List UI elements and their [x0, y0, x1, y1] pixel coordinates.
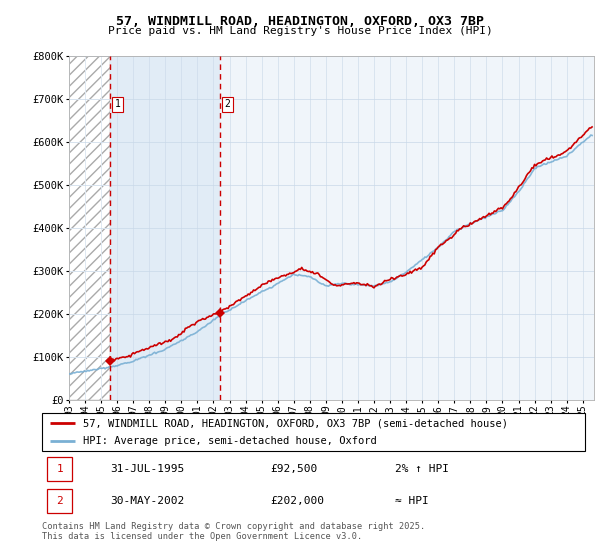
Bar — [47, 457, 72, 481]
Text: 2% ↑ HPI: 2% ↑ HPI — [395, 464, 449, 474]
Bar — [110, 56, 220, 400]
Text: ≈ HPI: ≈ HPI — [395, 496, 428, 506]
Text: 1: 1 — [56, 464, 63, 474]
Text: 30-MAY-2002: 30-MAY-2002 — [110, 496, 184, 506]
Bar — [220, 56, 594, 400]
Text: 31-JUL-1995: 31-JUL-1995 — [110, 464, 184, 474]
Bar — [47, 489, 72, 514]
Text: Price paid vs. HM Land Registry's House Price Index (HPI): Price paid vs. HM Land Registry's House … — [107, 26, 493, 36]
Text: 2: 2 — [56, 496, 63, 506]
Text: HPI: Average price, semi-detached house, Oxford: HPI: Average price, semi-detached house,… — [83, 436, 376, 446]
Bar — [69, 56, 110, 400]
Text: £202,000: £202,000 — [270, 496, 324, 506]
Text: 57, WINDMILL ROAD, HEADINGTON, OXFORD, OX3 7BP: 57, WINDMILL ROAD, HEADINGTON, OXFORD, O… — [116, 15, 484, 28]
Text: 57, WINDMILL ROAD, HEADINGTON, OXFORD, OX3 7BP (semi-detached house): 57, WINDMILL ROAD, HEADINGTON, OXFORD, O… — [83, 418, 508, 428]
Text: 2: 2 — [224, 99, 230, 109]
Text: Contains HM Land Registry data © Crown copyright and database right 2025.
This d: Contains HM Land Registry data © Crown c… — [42, 522, 425, 542]
Text: £92,500: £92,500 — [270, 464, 317, 474]
Text: 1: 1 — [115, 99, 121, 109]
